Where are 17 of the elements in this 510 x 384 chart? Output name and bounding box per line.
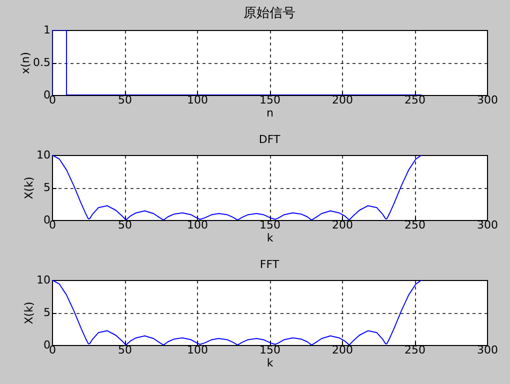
- x-axis-title: n: [266, 106, 274, 120]
- y-tick-label: 1: [44, 24, 50, 36]
- y-tick-label: 5: [44, 306, 50, 319]
- chart-title: FFT: [260, 258, 280, 271]
- y-tick-label: 5: [44, 181, 50, 194]
- x-axis-title: k: [266, 232, 274, 244]
- line-series: [52, 155, 422, 220]
- y-tick-label: 0.5: [33, 56, 50, 69]
- chart-title: DFT: [258, 133, 280, 146]
- y-tick-label: 10: [36, 274, 50, 286]
- y-tick-label: 10: [36, 148, 50, 162]
- chart-title: 原始信号: [244, 6, 296, 21]
- y-axis-title: X(k): [22, 176, 36, 200]
- x-axis-title: k: [266, 356, 274, 370]
- line-series: [52, 280, 422, 345]
- y-axis-title: x(n): [19, 52, 32, 74]
- y-axis-title: X(k): [22, 302, 36, 324]
